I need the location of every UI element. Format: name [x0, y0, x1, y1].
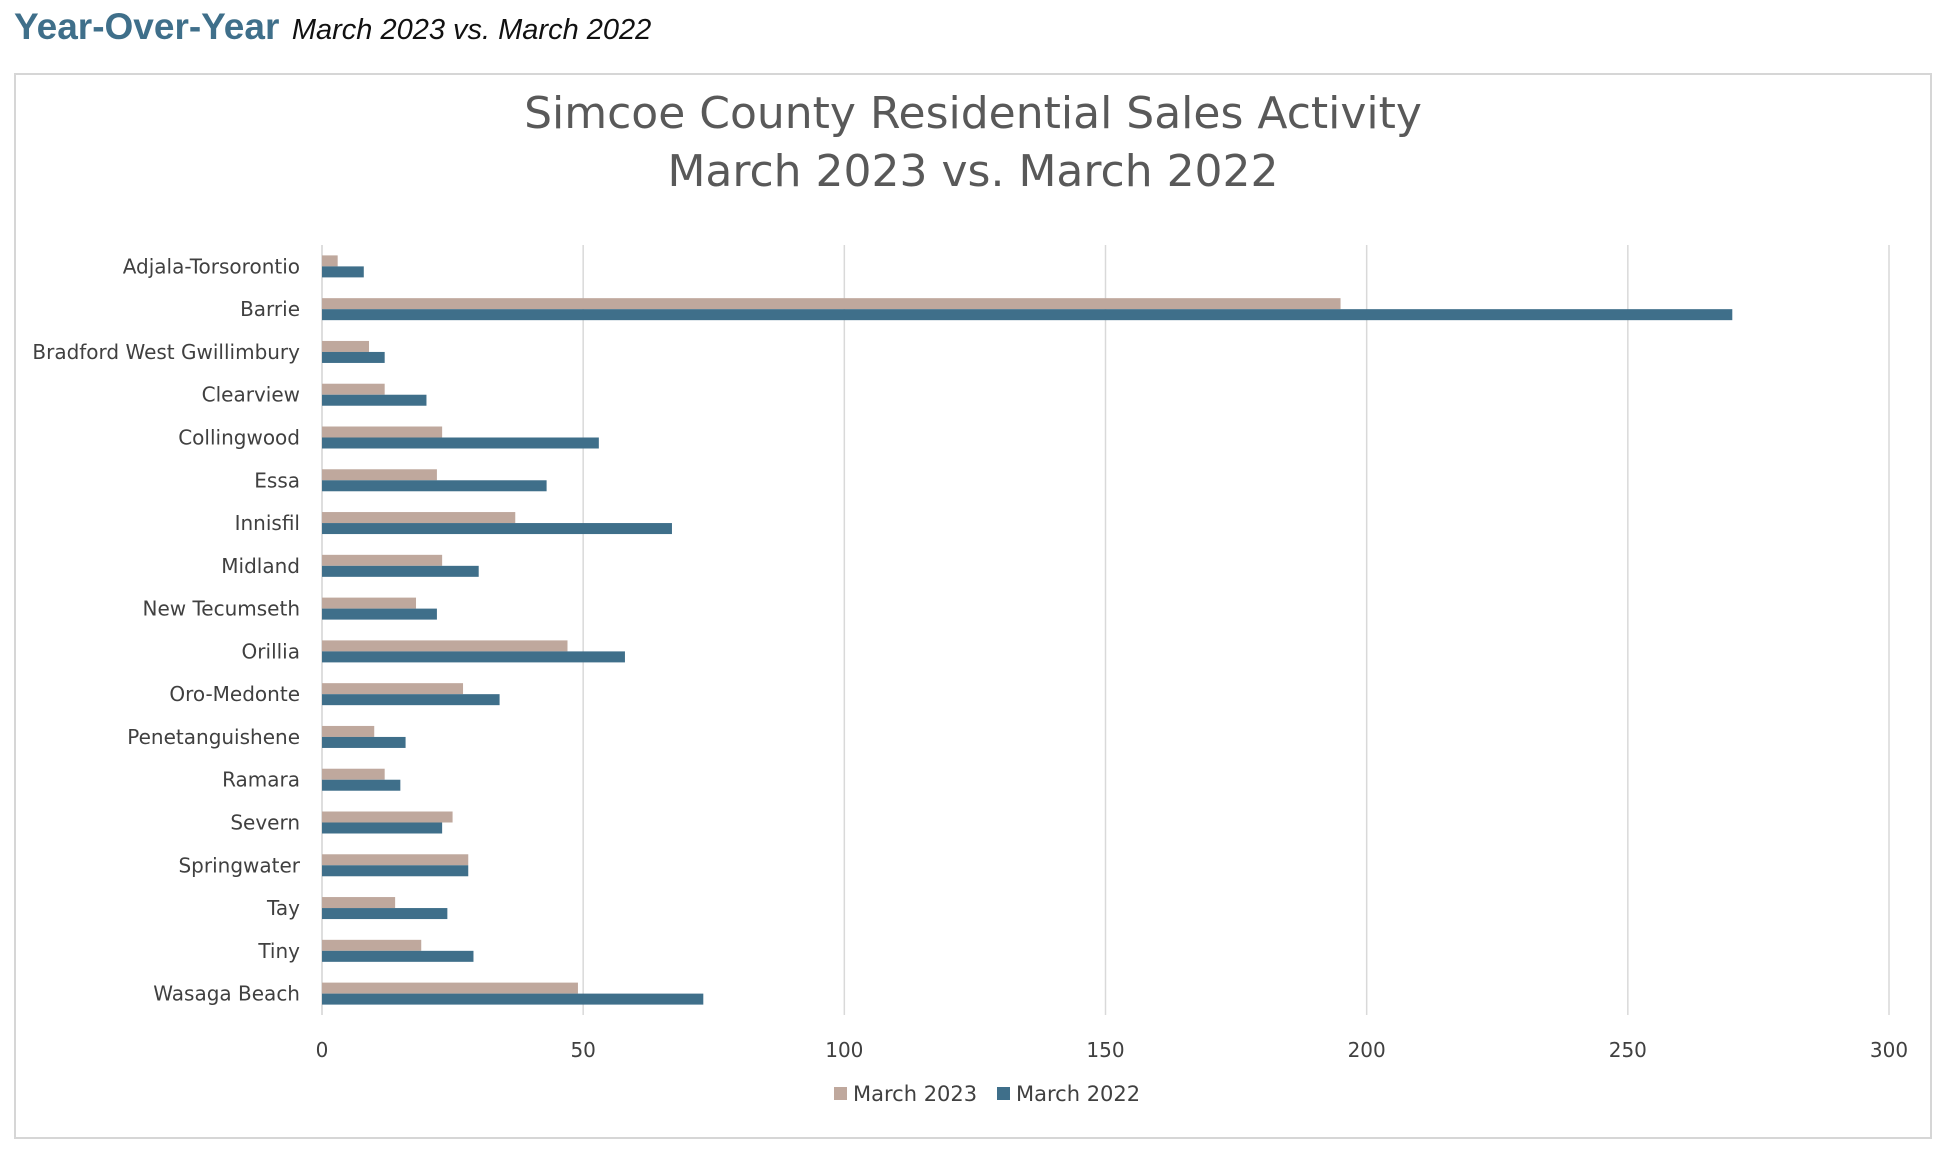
bar-march-2023-bradford-west-gwillimbury: [322, 340, 370, 352]
bar-march-2023-penetanguishene: [322, 725, 375, 737]
legend-swatch-march-2023: [834, 1087, 847, 1100]
chart-title-line-1: Simcoe County Residential Sales Activity: [524, 88, 1422, 139]
x-tick-label: 50: [570, 1038, 595, 1062]
page-subtitle: March 2023 vs. March 2022: [291, 14, 652, 46]
x-axis-ticks: 0 50 100 150 200 250 300: [316, 1038, 1908, 1062]
legend-swatch-march-2022: [997, 1087, 1010, 1100]
bar-march-2023-tay: [322, 897, 396, 909]
x-tick-label: 0: [316, 1038, 329, 1062]
bar-march-2022-severn: [322, 822, 443, 834]
bar-march-2022-springwater: [322, 865, 469, 877]
x-tick-label: 150: [1086, 1038, 1124, 1062]
bar-march-2023-essa: [322, 469, 437, 481]
bar-march-2022-ramara: [322, 779, 401, 791]
bar-march-2022-wasaga-beach: [322, 993, 704, 1005]
bar-march-2022-oro-medonte: [322, 694, 500, 706]
page-title: Year-Over-Year: [14, 6, 280, 47]
category-label-essa: Essa: [254, 468, 300, 492]
bar-march-2023-new-tecumseth: [322, 597, 417, 609]
bars: [322, 255, 1733, 1005]
category-label-new-tecumseth: New Tecumseth: [143, 597, 301, 621]
category-label-midland: Midland: [221, 554, 300, 578]
legend-label-march-2022: March 2022: [1016, 1082, 1140, 1106]
category-label-orillia: Orillia: [242, 639, 300, 663]
category-label-bradford-west-gwillimbury: Bradford West Gwillimbury: [32, 340, 300, 364]
bar-march-2023-clearview: [322, 383, 385, 395]
bar-march-2023-wasaga-beach: [322, 982, 578, 994]
category-label-severn: Severn: [230, 811, 300, 835]
bar-march-2023-oro-medonte: [322, 683, 464, 695]
bar-march-2023-orillia: [322, 640, 568, 652]
category-labels: Adjala-Torsorontio Barrie Bradford West Gw…: [32, 254, 300, 1005]
bar-march-2023-tiny: [322, 939, 422, 951]
bar-march-2022-tiny: [322, 950, 474, 962]
gridlines: [321, 245, 1890, 1015]
category-label-springwater: Springwater: [178, 853, 300, 877]
legend-label-march-2023: March 2023: [853, 1082, 977, 1106]
x-tick-label: 200: [1348, 1038, 1386, 1062]
bar-march-2023-springwater: [322, 854, 469, 866]
bar-march-2022-orillia: [322, 651, 625, 663]
bar-march-2022-bradford-west-gwillimbury: [322, 351, 385, 363]
legend: March 2023 March 2022: [834, 1082, 1140, 1106]
category-label-oro-medonte: Oro-Medonte: [169, 682, 300, 706]
bar-march-2023-adjala-torsorontio: [322, 255, 338, 267]
bar-march-2023-midland: [322, 554, 443, 566]
bar-march-2022-adjala-torsorontio: [322, 266, 364, 278]
category-label-penetanguishene: Penetanguishene: [127, 725, 300, 749]
category-label-wasaga-beach: Wasaga Beach: [153, 982, 300, 1006]
category-label-clearview: Clearview: [202, 383, 300, 407]
x-tick-label: 300: [1870, 1038, 1908, 1062]
category-label-barrie: Barrie: [240, 297, 300, 321]
bar-march-2022-collingwood: [322, 437, 599, 449]
bar-march-2023-innisfil: [322, 512, 516, 524]
bar-march-2022-clearview: [322, 394, 427, 406]
category-label-innisfil: Innisfil: [235, 511, 300, 535]
category-label-ramara: Ramara: [222, 768, 300, 792]
bar-march-2022-tay: [322, 908, 448, 920]
bar-march-2022-penetanguishene: [322, 736, 406, 748]
chart-frame: Simcoe County Residential Sales Activity…: [14, 73, 1932, 1139]
x-tick-label: 100: [825, 1038, 863, 1062]
chart-title-line-2: March 2023 vs. March 2022: [667, 146, 1278, 197]
bar-march-2022-essa: [322, 480, 547, 492]
bar-march-2023-barrie: [322, 298, 1341, 310]
category-label-tiny: Tiny: [257, 939, 300, 963]
bar-march-2022-new-tecumseth: [322, 608, 437, 620]
category-label-adjala-torsorontio: Adjala-Torsorontio: [123, 254, 300, 278]
bar-march-2023-severn: [322, 811, 453, 823]
x-tick-label: 250: [1609, 1038, 1647, 1062]
bar-march-2023-collingwood: [322, 426, 443, 438]
bar-chart: Simcoe County Residential Sales Activity…: [32, 88, 1908, 1106]
bar-march-2023-ramara: [322, 768, 385, 780]
category-label-tay: Tay: [266, 896, 300, 920]
bar-march-2022-innisfil: [322, 523, 672, 535]
page-header: Year-Over-Year March 2023 vs. March 2022: [14, 6, 651, 48]
bar-march-2022-midland: [322, 565, 479, 577]
category-label-collingwood: Collingwood: [178, 426, 300, 450]
bar-march-2022-barrie: [322, 309, 1733, 321]
